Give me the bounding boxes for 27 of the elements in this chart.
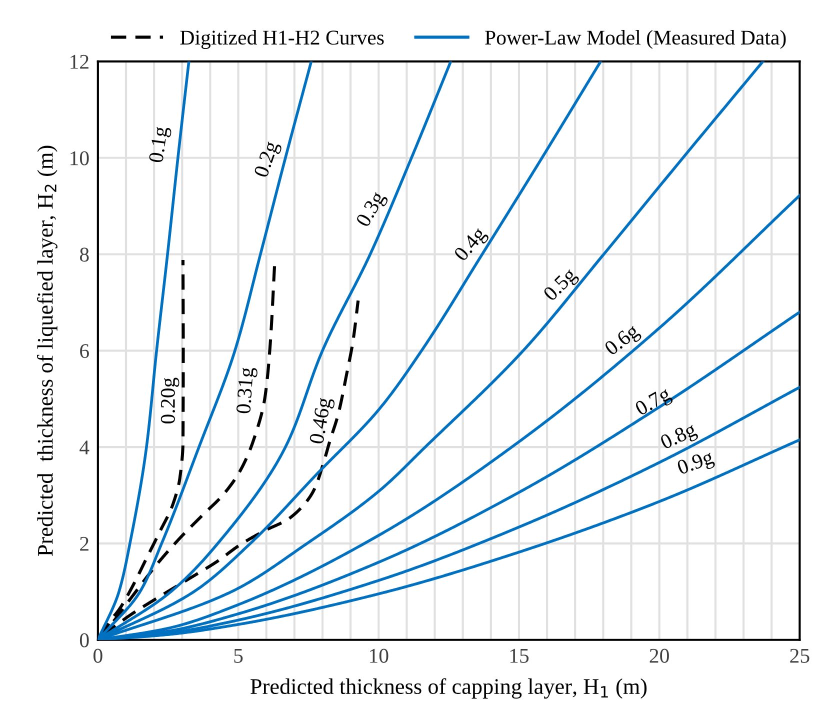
annotation: 0.7g [634,386,674,420]
x-tick-label: 20 [650,648,669,663]
legend-label: Digitized H1-H2 Curves [180,30,384,49]
annotation: 0.4g [453,226,490,265]
annotation: 0.5g [542,266,580,305]
y-tick-label: 8 [80,248,89,262]
annotation: 0.1g [148,126,172,164]
y-tick-label: 4 [80,440,90,454]
x-tick-label: 0 [94,648,102,663]
y-tick-label: 10 [70,151,89,166]
x-axis-title: Predicted thickness of capping layer, H$_{1}$ (m) [250,678,647,699]
legend-label: Power-Law Model (Measured Data) [485,30,786,49]
annotation: 0.2g [254,140,282,180]
annotation: 0.31g [236,367,258,414]
x-tick-label: 25 [790,648,810,663]
annotation: 0.3g [355,190,389,230]
annotation: 0.6g [604,323,643,360]
annotation: 0.20g [160,378,180,424]
x-tick-label: 15 [510,648,529,663]
y-tick-label: 2 [80,536,88,551]
y-tick-label: 6 [80,344,89,358]
y-tick-label: 0 [80,633,89,648]
annotation: 0.46g [309,396,336,445]
x-tick-label: 10 [370,648,388,663]
y-tick-label: 12 [70,54,88,69]
y-axis-title: Predicted thickness of liquefied layer, H$_{2}$ (m) [36,146,58,556]
x-tick-label: 5 [234,649,243,663]
